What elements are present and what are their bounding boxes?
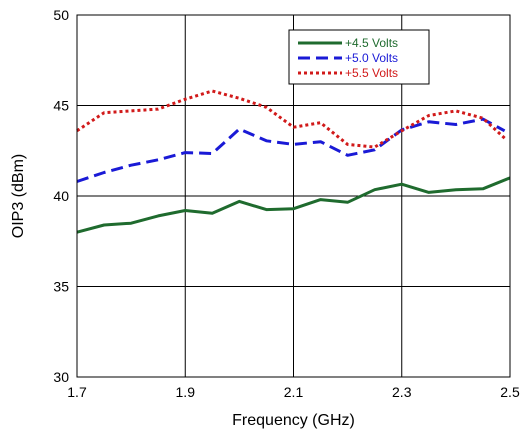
x-tick-label: 1.7 bbox=[67, 384, 87, 400]
tick-labels: 1.7 1.9 2.1 2.3 2.5 30 35 40 45 50 bbox=[53, 7, 520, 400]
series-line-1 bbox=[76, 117, 506, 183]
plot-frame bbox=[76, 14, 511, 378]
x-axis-label: Frequency (GHz) bbox=[232, 412, 355, 429]
legend-box bbox=[288, 29, 430, 85]
y-tick-label: 45 bbox=[53, 98, 69, 114]
y-tick-label: 35 bbox=[53, 279, 69, 295]
y-tick-label: 30 bbox=[53, 369, 69, 385]
y-axis-label: OIP3 (dBm) bbox=[10, 154, 27, 238]
x-tick-label: 1.9 bbox=[176, 384, 196, 400]
legend-label-2: +5.5 Volts bbox=[345, 66, 398, 80]
legend-label-0: +4.5 Volts bbox=[345, 36, 398, 50]
series-line-0 bbox=[76, 176, 511, 234]
x-tick-label: 2.1 bbox=[284, 384, 304, 400]
y-tick-label: 40 bbox=[53, 188, 69, 204]
legend-label-1: +5.0 Volts bbox=[345, 51, 398, 65]
series-group bbox=[76, 89, 511, 234]
y-tick-label: 50 bbox=[53, 7, 69, 23]
x-tick-label: 2.5 bbox=[500, 384, 520, 400]
x-tick-label: 2.3 bbox=[392, 384, 412, 400]
series-line-2 bbox=[76, 89, 506, 149]
legend: +4.5 Volts+5.0 Volts+5.5 Volts bbox=[288, 29, 430, 85]
